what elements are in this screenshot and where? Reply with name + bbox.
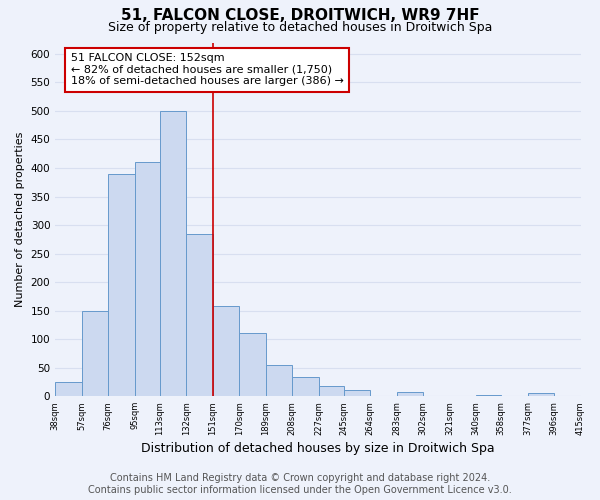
Text: Size of property relative to detached houses in Droitwich Spa: Size of property relative to detached ho… (108, 21, 492, 34)
Text: Contains HM Land Registry data © Crown copyright and database right 2024.
Contai: Contains HM Land Registry data © Crown c… (88, 474, 512, 495)
Text: 51 FALCON CLOSE: 152sqm
← 82% of detached houses are smaller (1,750)
18% of semi: 51 FALCON CLOSE: 152sqm ← 82% of detache… (71, 53, 344, 86)
Bar (82, 310, 108, 396)
Bar (266, 365, 292, 396)
Y-axis label: Number of detached properties: Number of detached properties (15, 132, 25, 307)
Bar (55, 382, 82, 396)
Bar (344, 390, 370, 396)
Bar (476, 395, 501, 396)
Bar (397, 392, 423, 396)
X-axis label: Distribution of detached houses by size in Droitwich Spa: Distribution of detached houses by size … (141, 442, 494, 455)
Bar (186, 234, 212, 396)
Bar (212, 306, 239, 396)
Bar (108, 174, 134, 396)
Bar (134, 162, 160, 396)
Bar (239, 334, 266, 396)
Bar (160, 111, 186, 396)
Bar (319, 386, 344, 396)
Text: 51, FALCON CLOSE, DROITWICH, WR9 7HF: 51, FALCON CLOSE, DROITWICH, WR9 7HF (121, 8, 479, 22)
Bar (527, 394, 554, 396)
Bar (292, 378, 319, 396)
